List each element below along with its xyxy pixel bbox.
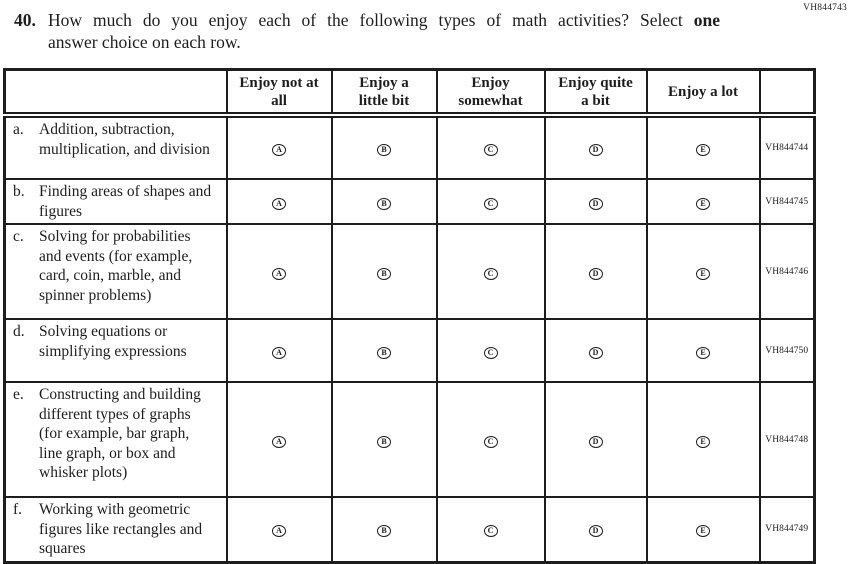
bubble-option-e[interactable]: E: [696, 267, 710, 280]
header-empty-code: [758, 68, 816, 118]
row-label: Solving equations or simplifying express…: [39, 323, 187, 360]
activity-label-wrap: b. Finding areas of shapes and figures: [7, 181, 225, 222]
bubble-option-e[interactable]: E: [696, 525, 710, 538]
bubble-option-d[interactable]: D: [588, 346, 603, 359]
header-enjoy-a-lot: Enjoy a lot: [645, 68, 761, 118]
bubble-option-a[interactable]: A: [272, 525, 286, 538]
bubble-option-d[interactable]: D: [588, 197, 603, 210]
activity-label-wrap: e. Constructing and building different t…: [7, 384, 225, 485]
question-text-main: How much do you enjoy each of the follow…: [48, 10, 683, 30]
table-header: Enjoy not at all Enjoy a little bit Enjo…: [3, 68, 816, 118]
table-row: d. Solving equations or simplifying expr…: [3, 318, 816, 383]
bubble-option-a[interactable]: A: [272, 197, 286, 210]
row-letter: c.: [13, 228, 24, 245]
row-label: Finding areas of shapes and figures: [39, 183, 212, 220]
activity-label-wrap: a. Addition, subtraction, multiplication…: [7, 118, 225, 161]
activity-label-wrap: f. Working with geometric figures like r…: [7, 499, 225, 560]
bubble-option-a[interactable]: A: [272, 144, 286, 156]
header-enjoy-quite-a-bit: Enjoy quite a bit: [543, 68, 648, 118]
question-block: 40. How much do you enjoy each of the fo…: [14, 10, 720, 53]
table-row: c. Solving for probabilities and events …: [3, 223, 816, 320]
bubble-option-e[interactable]: E: [696, 144, 710, 156]
header-enjoy-not-at-all: Enjoy not at all: [225, 68, 333, 118]
bubble-option-d[interactable]: D: [588, 525, 603, 538]
table-row: a. Addition, subtraction, multiplication…: [3, 114, 816, 180]
bubble-option-c[interactable]: C: [483, 144, 498, 156]
bubble-option-e[interactable]: E: [696, 197, 710, 210]
row-code: VH844748: [758, 381, 816, 498]
header-enjoy-a-little-bit: Enjoy a little bit: [330, 68, 438, 118]
bubble-option-b[interactable]: B: [377, 525, 391, 538]
row-code: VH844750: [758, 318, 816, 383]
bubble-option-e[interactable]: E: [696, 346, 710, 359]
row-code: VH844745: [758, 178, 816, 225]
table-row: f. Working with geometric figures like r…: [3, 496, 816, 563]
row-code: VH844746: [758, 223, 816, 320]
table-row: b. Finding areas of shapes and figures A…: [3, 178, 816, 225]
bubble-option-d[interactable]: D: [588, 435, 603, 448]
bubble-option-b[interactable]: B: [377, 144, 391, 156]
bubble-option-d[interactable]: D: [588, 267, 603, 280]
bubble-option-a[interactable]: A: [272, 267, 286, 280]
bubble-option-b[interactable]: B: [377, 197, 391, 210]
bubble-option-a[interactable]: A: [272, 346, 286, 359]
header-enjoy-somewhat: Enjoy somewhat: [435, 68, 546, 118]
row-code: VH844744: [758, 114, 816, 180]
table-row: e. Constructing and building different t…: [3, 381, 816, 498]
bubble-option-c[interactable]: C: [483, 525, 498, 538]
bubble-option-b[interactable]: B: [377, 267, 391, 280]
bubble-option-c[interactable]: C: [483, 197, 498, 210]
activity-label-wrap: d. Solving equations or simplifying expr…: [7, 321, 225, 363]
row-letter: b.: [13, 183, 25, 200]
row-letter: e.: [13, 386, 24, 403]
bubble-option-b[interactable]: B: [377, 346, 391, 359]
bubble-option-e[interactable]: E: [696, 435, 710, 448]
bubble-option-b[interactable]: B: [377, 435, 391, 448]
activity-label-wrap: c. Solving for probabilities and events …: [7, 226, 225, 307]
row-label: Solving for probabilities and events (fo…: [39, 228, 193, 304]
row-label: Working with geometric figures like rect…: [39, 501, 203, 557]
row-letter: d.: [13, 323, 25, 340]
question-bold-word: one: [693, 10, 720, 30]
row-label: Addition, subtraction, multiplication, a…: [39, 121, 210, 158]
bubble-option-c[interactable]: C: [483, 435, 498, 448]
bubble-option-c[interactable]: C: [483, 346, 498, 359]
row-label: Constructing and building different type…: [39, 386, 201, 481]
question-line2: answer choice on each row.: [48, 31, 241, 52]
bubble-option-c[interactable]: C: [483, 267, 498, 280]
row-code: VH844749: [758, 496, 816, 563]
bubble-option-d[interactable]: D: [588, 144, 603, 156]
question-text: How much do you enjoy each of the follow…: [48, 10, 720, 53]
bubble-option-a[interactable]: A: [272, 435, 286, 448]
row-letter: a.: [13, 121, 24, 138]
question-line1: How much do you enjoy each of the follow…: [48, 10, 720, 32]
header-empty-activity: [3, 68, 228, 118]
row-letter: f.: [13, 501, 23, 518]
question-number: 40.: [14, 10, 36, 30]
page-code: VH844743: [803, 3, 847, 13]
response-matrix-table: Enjoy not at all Enjoy a little bit Enjo…: [3, 68, 816, 564]
